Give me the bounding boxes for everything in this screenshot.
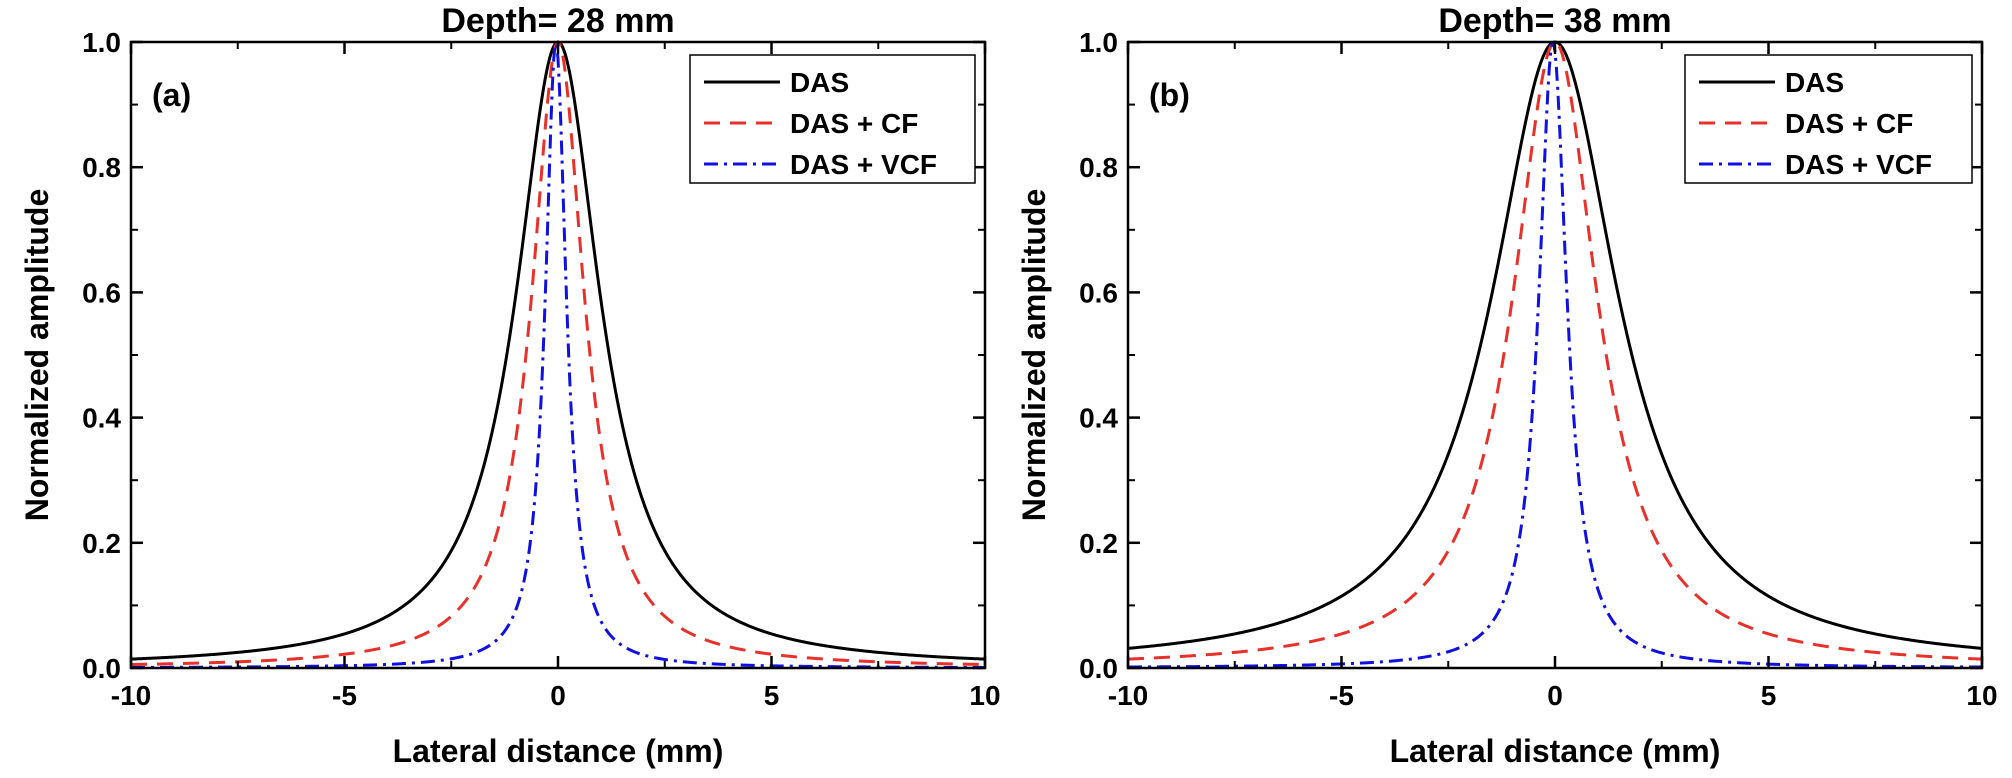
- x-tick-label: 5: [764, 680, 780, 711]
- y-tick-label: 0.4: [82, 403, 121, 434]
- legend-entry: DAS + VCF: [1785, 149, 1932, 180]
- series-line-das-vcf: [131, 42, 985, 669]
- y-tick-label: 0.6: [1079, 277, 1118, 308]
- y-tick-label: 1.0: [82, 27, 121, 58]
- y-tick-label: 0.8: [1079, 152, 1118, 183]
- legend: DAS DAS + CF DAS + VCF: [1684, 54, 1973, 184]
- y-tick-label: 0.4: [1079, 403, 1118, 434]
- chart-panel-2: Depth= 38 mm -10 -5 0 5 10 0.0 0.2 0.4 0.6 0.8 1.0 L…: [1016, 2, 1998, 769]
- y-tick-label: 1.0: [1079, 27, 1118, 58]
- y-tick-label: 0.2: [82, 528, 121, 559]
- y-tick-label: 0.6: [82, 277, 121, 308]
- panel-label: (b): [1149, 77, 1190, 113]
- legend-entry: DAS + CF: [1785, 108, 1913, 139]
- legend-entry: DAS: [1785, 67, 1844, 98]
- x-tick-label: 0: [550, 680, 566, 711]
- x-tick-label: -5: [332, 680, 357, 711]
- x-axis-label: Lateral distance (mm): [393, 733, 724, 769]
- chart-panel-1: Depth= 28 mm -10 -5 0 5 10 0.0 0.2 0.4 0.6 0.8 1.0 L…: [19, 2, 1001, 769]
- y-tick-label: 0.0: [82, 653, 121, 684]
- legend-box: [689, 54, 976, 184]
- x-tick-label: -10: [111, 680, 151, 711]
- x-tick-label: 10: [1966, 680, 1997, 711]
- x-tick-label: 10: [969, 680, 1000, 711]
- legend-entry: DAS: [790, 67, 849, 98]
- y-tick-label: 0.2: [1079, 528, 1118, 559]
- y-axis-label: Normalized amplitude: [19, 189, 55, 522]
- y-tick-label: 0.0: [1079, 653, 1118, 684]
- x-tick-label: -5: [1329, 680, 1354, 711]
- chart-title: Depth= 38 mm: [1438, 2, 1671, 40]
- legend: DAS DAS + CF DAS + VCF: [689, 54, 976, 184]
- x-tick-label: 5: [1761, 680, 1777, 711]
- series-line-das-cf: [1127, 40, 1983, 661]
- chart-title: Depth= 28 mm: [441, 2, 674, 40]
- x-axis-label: Lateral distance (mm): [1390, 733, 1721, 769]
- legend-entry: DAS + VCF: [790, 149, 937, 180]
- y-axis-label: Normalized amplitude: [1016, 189, 1052, 522]
- x-tick-label: -10: [1108, 680, 1148, 711]
- legend-entry: DAS + CF: [790, 108, 918, 139]
- panel-label: (a): [152, 77, 191, 113]
- legend-box: [1684, 54, 1973, 184]
- x-tick-label: 0: [1547, 680, 1563, 711]
- y-tick-label: 0.8: [82, 152, 121, 183]
